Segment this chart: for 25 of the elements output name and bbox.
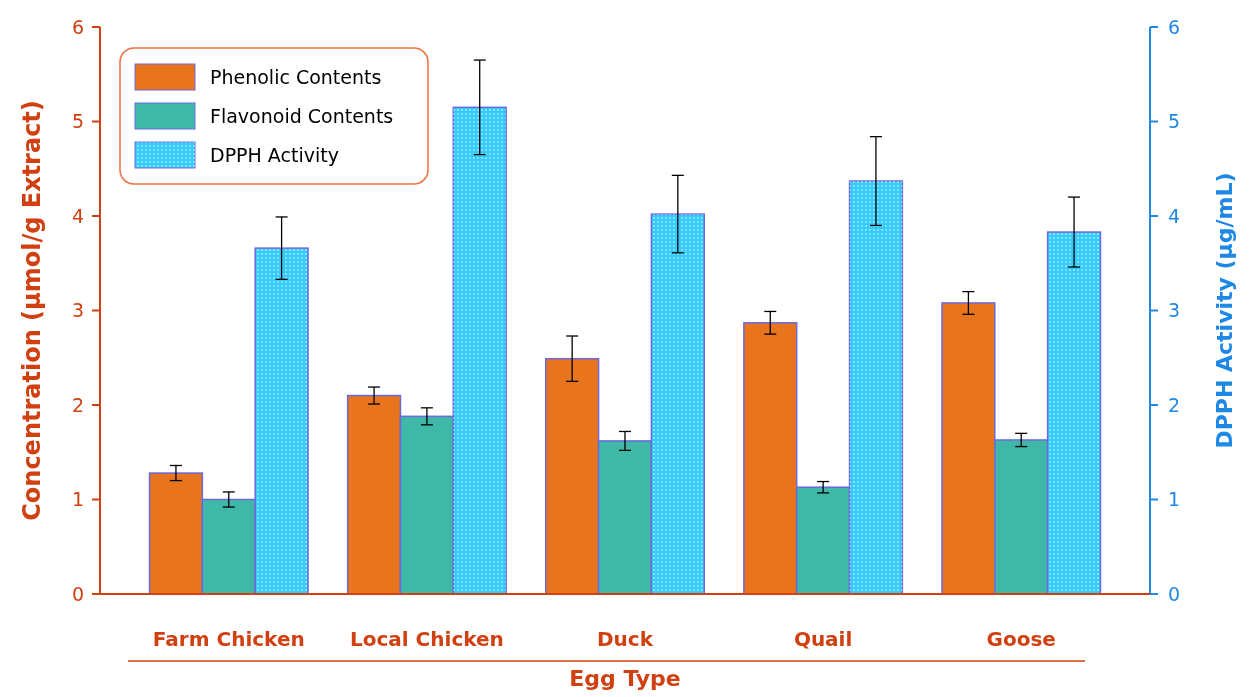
y2-tick-label: 6 xyxy=(1167,15,1181,38)
y-tick-label: 2 xyxy=(71,393,84,416)
legend-label: Flavonoid Contents xyxy=(210,104,394,127)
y2-tick-label: 2 xyxy=(1167,393,1181,416)
y-tick-label: 1 xyxy=(71,488,84,511)
y2-tick-label: 0 xyxy=(1167,582,1181,605)
y2-tick-label: 4 xyxy=(1167,204,1181,227)
y-tick-label: 6 xyxy=(71,15,84,38)
legend-label: Phenolic Contents xyxy=(210,65,382,88)
legend-label: DPPH Activity xyxy=(210,143,339,166)
y-axis-title: Concentration (μmol/g Extract) xyxy=(18,100,46,521)
x-tick-label: Quail xyxy=(793,627,853,651)
x-axis-title: Egg Type xyxy=(569,666,681,691)
x-tick-label: Duck xyxy=(597,627,654,651)
y2-tick-label: 1 xyxy=(1167,488,1181,511)
y-tick-label: 0 xyxy=(71,582,84,605)
x-tick-label: Goose xyxy=(986,627,1056,651)
y-tick-label: 4 xyxy=(71,204,84,227)
y-tick-label: 3 xyxy=(71,299,84,322)
x-tick-label: Farm Chicken xyxy=(152,627,305,651)
x-tick-label: Local Chicken xyxy=(349,627,504,651)
y2-tick-label: 3 xyxy=(1167,299,1181,322)
y-tick-label: 5 xyxy=(71,110,84,133)
y2-tick-label: 5 xyxy=(1167,110,1181,133)
y2-axis-title: DPPH Activity (μg/mL) xyxy=(1212,172,1237,449)
